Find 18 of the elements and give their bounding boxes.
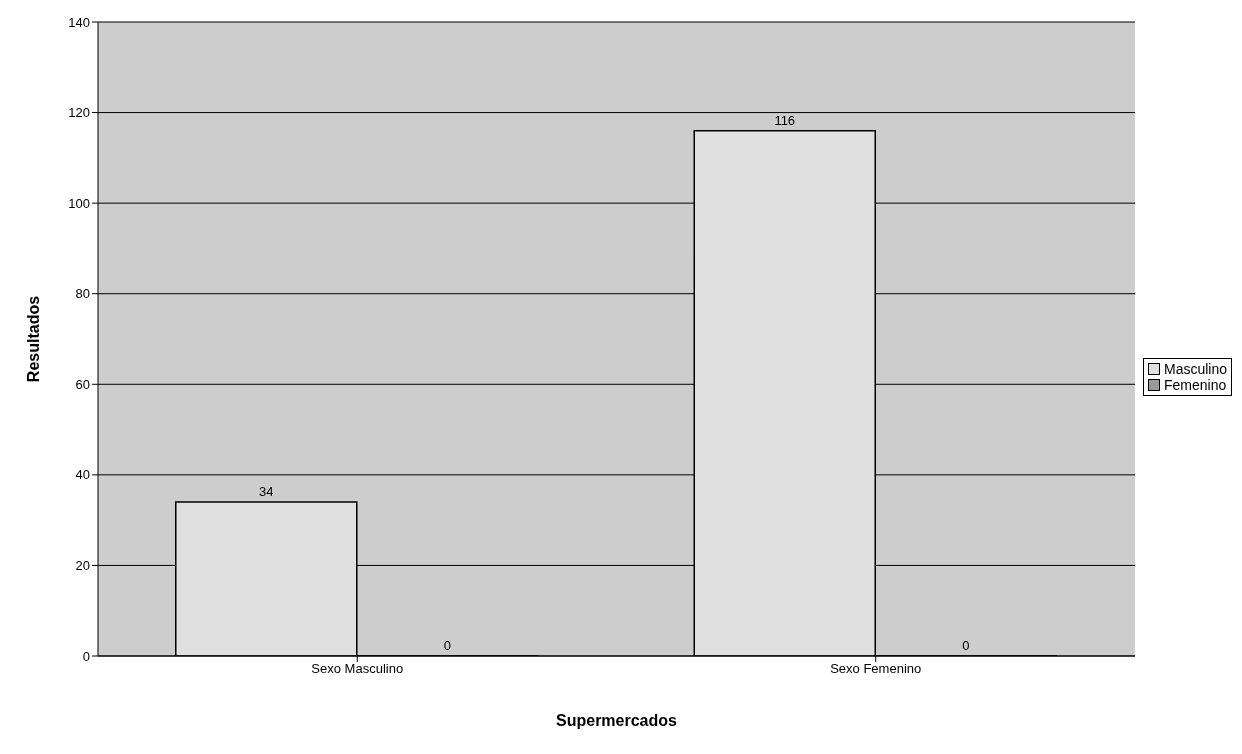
x-tick-label: Sexo Masculino	[311, 661, 404, 677]
x-axis-title: Supermercados	[556, 712, 678, 729]
x-tick-label: Sexo Femenino	[830, 661, 922, 677]
data-label: 0	[443, 637, 451, 653]
data-label: 116	[774, 112, 796, 128]
y-tick-label: 0	[82, 648, 90, 664]
y-tick-label: 120	[68, 105, 90, 121]
data-label: 0	[962, 637, 970, 653]
y-axis-title: Resultados	[24, 295, 42, 383]
y-tick-label: 80	[75, 286, 90, 302]
y-tick-label: 100	[68, 195, 90, 211]
y-tick-label: 20	[75, 558, 90, 574]
y-tick-label: 40	[75, 467, 90, 483]
data-label: 34	[259, 484, 274, 500]
y-tick-label: 60	[75, 376, 90, 392]
legend-label: Masculino	[1163, 361, 1227, 377]
y-tick-label: 140	[68, 14, 90, 30]
legend-label: Femenino	[1163, 377, 1227, 393]
